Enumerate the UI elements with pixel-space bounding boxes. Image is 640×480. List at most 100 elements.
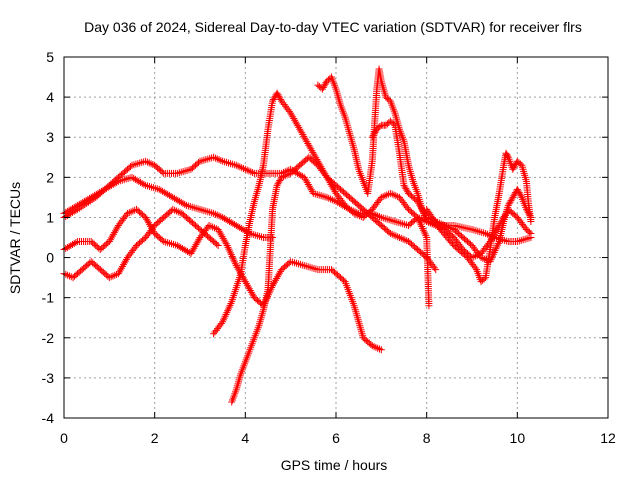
- data-point: [383, 215, 391, 223]
- data-point: [420, 228, 428, 236]
- data-series: [60, 65, 535, 406]
- data-point: [120, 259, 128, 267]
- data-point: [225, 303, 233, 311]
- data-point: [430, 217, 438, 225]
- data-point: [298, 129, 306, 137]
- data-point: [390, 191, 398, 199]
- data-point: [119, 261, 127, 269]
- data-point: [247, 168, 255, 176]
- data-point: [226, 301, 234, 309]
- data-point: [279, 173, 287, 181]
- data-point: [275, 271, 283, 279]
- data-point: [225, 245, 233, 253]
- data-point: [230, 256, 238, 264]
- data-point: [238, 164, 246, 172]
- data-point: [304, 139, 312, 147]
- data-point: [113, 178, 121, 186]
- y-tick-label: -4: [42, 410, 55, 426]
- data-point: [217, 319, 225, 327]
- data-point: [223, 242, 231, 250]
- data-point: [67, 273, 75, 281]
- data-point: [134, 160, 142, 168]
- series-t1: [60, 153, 535, 246]
- data-point: [352, 210, 360, 218]
- data-point: [241, 278, 249, 286]
- data-point: [320, 82, 328, 90]
- data-point: [105, 238, 113, 246]
- data-point: [232, 262, 240, 270]
- data-point: [301, 134, 309, 142]
- data-point: [190, 244, 198, 252]
- data-point: [285, 107, 293, 115]
- data-point: [168, 240, 176, 248]
- data-point: [443, 222, 451, 230]
- x-tick-label: 10: [510, 430, 526, 446]
- data-point: [392, 192, 400, 200]
- data-point: [174, 208, 182, 216]
- data-point: [272, 276, 280, 284]
- data-point: [254, 232, 262, 240]
- data-point: [371, 128, 379, 136]
- series-t9: [368, 117, 535, 266]
- data-point: [492, 245, 500, 253]
- data-point: [399, 220, 407, 228]
- data-point: [246, 287, 254, 295]
- data-point: [223, 158, 231, 166]
- data-point: [226, 160, 234, 168]
- data-point: [190, 204, 198, 212]
- data-point: [488, 254, 496, 262]
- series-t5: [210, 89, 440, 338]
- y-tick-label: -3: [42, 370, 55, 386]
- data-point: [146, 221, 154, 229]
- data-point: [270, 280, 278, 288]
- data-point: [258, 233, 266, 241]
- data-point: [256, 232, 264, 240]
- data-point: [327, 195, 335, 203]
- data-point: [472, 227, 480, 235]
- data-point: [527, 213, 535, 221]
- data-point: [449, 240, 457, 248]
- data-point: [241, 165, 249, 173]
- data-point: [269, 97, 277, 105]
- data-point: [127, 208, 135, 216]
- data-point: [217, 213, 225, 221]
- data-point: [517, 236, 525, 244]
- data-point: [510, 164, 518, 172]
- data-point: [395, 219, 403, 227]
- data-point: [274, 180, 282, 188]
- data-point: [415, 217, 423, 225]
- data-point: [147, 160, 155, 168]
- data-point: [227, 300, 235, 308]
- data-point: [324, 175, 332, 183]
- data-point: [374, 212, 382, 220]
- chart-title: Day 036 of 2024, Sidereal Day-to-day VTE…: [84, 19, 582, 35]
- data-point: [414, 215, 422, 223]
- data-point: [108, 232, 116, 240]
- data-point: [298, 261, 306, 269]
- data-point: [392, 232, 400, 240]
- data-point: [322, 172, 330, 180]
- data-point: [196, 205, 204, 213]
- data-point: [524, 209, 532, 217]
- data-point: [419, 224, 427, 232]
- data-point: [307, 145, 315, 153]
- data-point: [224, 243, 232, 251]
- data-point: [389, 217, 397, 225]
- data-point: [117, 264, 125, 272]
- data-point: [219, 318, 227, 326]
- data-point: [200, 207, 208, 215]
- data-point: [232, 161, 240, 169]
- data-point: [205, 221, 213, 229]
- data-point: [213, 211, 221, 219]
- data-point: [105, 274, 113, 282]
- data-point: [204, 155, 212, 163]
- data-point: [143, 215, 151, 223]
- series-t6: [228, 153, 433, 406]
- data-point: [303, 179, 311, 187]
- data-point: [296, 125, 304, 133]
- data-point: [211, 224, 219, 232]
- data-point: [276, 177, 284, 185]
- data-point: [122, 175, 130, 183]
- data-point: [394, 233, 402, 241]
- data-point: [288, 111, 296, 119]
